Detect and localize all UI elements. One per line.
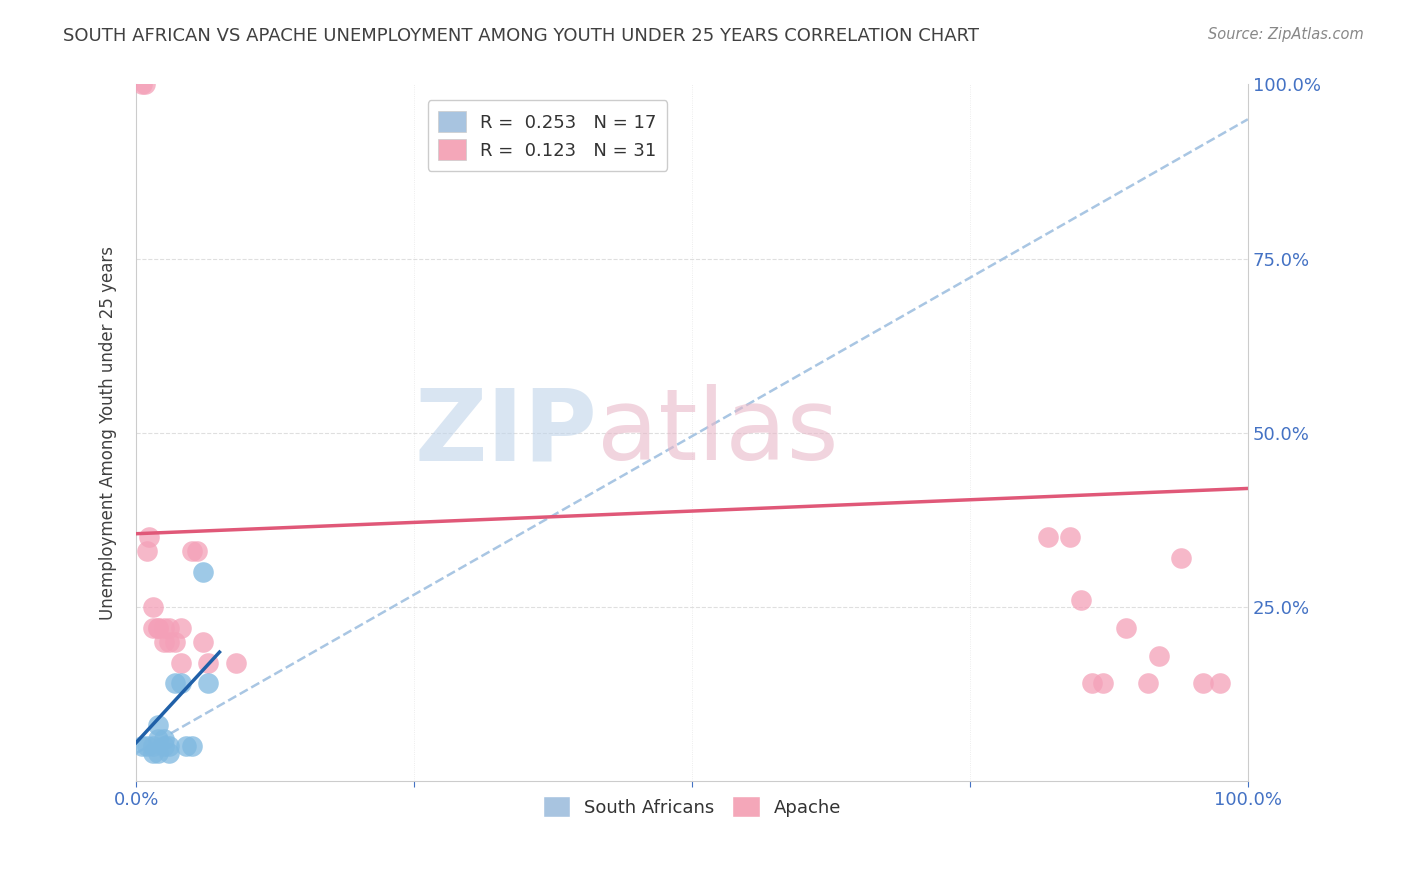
Point — [148, 746, 170, 760]
Point — [142, 621, 165, 635]
Point — [180, 544, 202, 558]
Point — [134, 78, 156, 92]
Point — [174, 739, 197, 754]
Point — [1209, 676, 1232, 690]
Point — [142, 739, 165, 754]
Point — [169, 656, 191, 670]
Point — [1147, 648, 1170, 663]
Point — [191, 565, 214, 579]
Point — [148, 732, 170, 747]
Point — [197, 676, 219, 690]
Point — [163, 634, 186, 648]
Text: SOUTH AFRICAN VS APACHE UNEMPLOYMENT AMONG YOUTH UNDER 25 YEARS CORRELATION CHAR: SOUTH AFRICAN VS APACHE UNEMPLOYMENT AMO… — [63, 27, 979, 45]
Point — [1070, 593, 1092, 607]
Point — [225, 656, 247, 670]
Point — [1115, 621, 1137, 635]
Point — [1192, 676, 1215, 690]
Point — [169, 676, 191, 690]
Point — [153, 634, 176, 648]
Point — [142, 746, 165, 760]
Point — [1036, 530, 1059, 544]
Y-axis label: Unemployment Among Youth under 25 years: Unemployment Among Youth under 25 years — [100, 245, 117, 620]
Point — [153, 621, 176, 635]
Point — [148, 718, 170, 732]
Point — [148, 621, 170, 635]
Point — [186, 544, 208, 558]
Point — [159, 621, 181, 635]
Point — [180, 739, 202, 754]
Point — [159, 739, 181, 754]
Point — [131, 78, 153, 92]
Text: ZIP: ZIP — [415, 384, 598, 481]
Point — [138, 530, 160, 544]
Point — [1136, 676, 1159, 690]
Text: atlas: atlas — [598, 384, 839, 481]
Text: Source: ZipAtlas.com: Source: ZipAtlas.com — [1208, 27, 1364, 42]
Point — [1092, 676, 1115, 690]
Point — [136, 544, 159, 558]
Point — [197, 656, 219, 670]
Point — [153, 739, 176, 754]
Point — [131, 739, 153, 754]
Point — [191, 634, 214, 648]
Point — [159, 746, 181, 760]
Point — [153, 732, 176, 747]
Point — [148, 621, 170, 635]
Point — [1170, 551, 1192, 566]
Point — [1081, 676, 1104, 690]
Legend: South Africans, Apache: South Africans, Apache — [536, 789, 849, 824]
Point — [1059, 530, 1081, 544]
Point — [136, 739, 159, 754]
Point — [163, 676, 186, 690]
Point — [159, 634, 181, 648]
Point — [142, 599, 165, 614]
Point — [169, 621, 191, 635]
